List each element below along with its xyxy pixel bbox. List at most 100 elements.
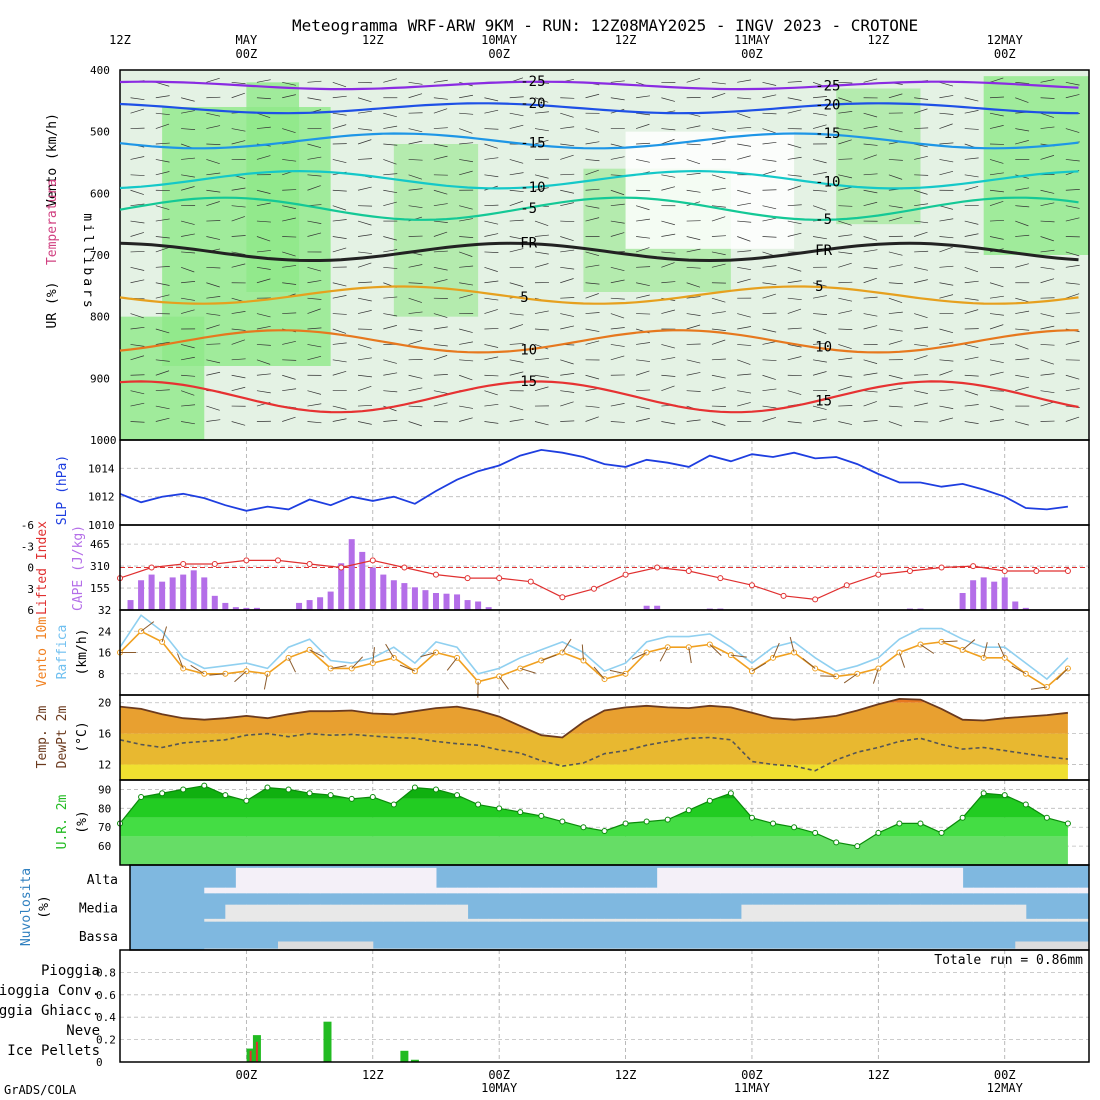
cloud-mid-bar	[794, 904, 806, 922]
wind-barb	[939, 389, 954, 392]
cloud-level-label: Media	[79, 902, 118, 917]
rh-line-point	[559, 818, 566, 825]
wind-barb	[888, 159, 903, 161]
wind-barb	[130, 402, 145, 407]
rh-line-point	[1022, 801, 1029, 808]
rh-line-point	[706, 797, 713, 804]
wind-barb	[686, 143, 701, 146]
wind-barb	[484, 97, 499, 102]
wind-barb	[358, 404, 373, 407]
wind-barb	[155, 282, 170, 286]
rh-line-point	[917, 820, 924, 827]
pressure-tick-label: 1000	[90, 434, 117, 447]
wind-barb	[939, 294, 954, 299]
wind-barb	[206, 172, 221, 176]
lifted-index-line-point	[401, 564, 408, 571]
wind-barb	[534, 251, 549, 255]
wind-barb	[838, 374, 853, 378]
cape-bar	[390, 580, 397, 610]
wind-barb	[737, 97, 752, 100]
cloud-mid-bar	[341, 904, 353, 922]
cloud-high-bar	[720, 867, 732, 894]
wind-direction-arrow	[234, 670, 247, 683]
wind-barb	[155, 159, 170, 163]
wind-barb	[1040, 189, 1055, 194]
wind-barb	[939, 405, 954, 409]
wind-barb	[636, 405, 650, 410]
cloud-mid-bar	[478, 918, 490, 922]
wind-barb	[610, 80, 625, 83]
wind-barb	[1065, 416, 1080, 422]
wind-barb	[661, 220, 675, 226]
wind-barb	[636, 112, 651, 116]
top-time-label: 12Z	[109, 33, 131, 47]
wind-barb	[610, 220, 625, 224]
wind-barb	[282, 340, 296, 345]
cloud-mid-bar	[920, 904, 932, 922]
wind-barb	[433, 355, 448, 361]
lifted-index-line-point	[1001, 568, 1008, 575]
wind-barb	[484, 157, 499, 160]
rh-line-point	[812, 829, 819, 836]
wind-barb	[762, 359, 777, 361]
wind-barb	[560, 278, 574, 284]
wind-barb	[1065, 217, 1080, 222]
wind-barb	[181, 356, 195, 361]
wind-barb	[1040, 278, 1055, 284]
wind-barb	[989, 96, 1004, 99]
wind-barb	[181, 344, 195, 349]
wind-barb	[686, 282, 701, 288]
wind-direction-arrow	[730, 654, 747, 658]
wind-barb	[610, 421, 625, 423]
cloud-high-bar	[414, 867, 426, 894]
wind-barb	[332, 124, 347, 129]
wind-barb	[812, 124, 827, 129]
wind-barb	[256, 189, 271, 194]
cloud-mid-bar	[1046, 918, 1058, 922]
cloud-high-bar	[962, 887, 974, 894]
cloud-high-bar	[362, 867, 374, 894]
wind-barb	[812, 282, 827, 287]
wind-barb	[560, 220, 575, 223]
wind-barb	[1015, 220, 1029, 227]
wind-barb	[585, 340, 600, 345]
cloud-mid-bar	[309, 904, 321, 922]
wind-barb	[711, 297, 726, 303]
wind-barb	[585, 293, 599, 299]
wind-barb	[661, 251, 676, 254]
wind-direction-arrow	[1030, 686, 1047, 690]
wind-barb	[812, 112, 827, 116]
cape-bar	[159, 581, 166, 610]
wind-barb	[661, 174, 676, 178]
wind-barb	[686, 359, 701, 364]
wind-barb	[1040, 373, 1055, 376]
wind-barb	[332, 205, 347, 211]
cloud-mid-bar	[446, 904, 458, 922]
wind-barb	[408, 140, 423, 145]
cloud-high-bar	[741, 867, 753, 894]
wind-barb	[762, 293, 776, 299]
wind-barb	[256, 155, 271, 160]
rh-axis-label: U.R. 2m	[55, 794, 70, 849]
wind-barb	[636, 236, 651, 239]
wind-barb	[1015, 386, 1029, 392]
wind-barb	[256, 250, 271, 253]
wind-barb	[307, 355, 322, 361]
wind-barb	[509, 405, 524, 411]
wind-barb	[989, 295, 1004, 299]
top-time-label: MAY	[236, 33, 258, 47]
isotherm-label: 5	[520, 290, 528, 306]
wind-barb	[585, 169, 599, 176]
cloud-high-bar	[509, 887, 521, 894]
wind-barb	[964, 110, 979, 114]
wind-barb	[838, 97, 852, 103]
precip-legend-item: Pioggia Ghiacc.	[0, 1003, 100, 1019]
wind-barb	[484, 297, 499, 301]
wind-barb	[181, 97, 195, 102]
wind-barb	[459, 170, 473, 176]
wind-barb	[155, 389, 170, 392]
wind-barb	[762, 405, 777, 409]
lifted-index-line-point	[496, 575, 503, 582]
cloud-level-label: Bassa	[79, 930, 118, 945]
wind-barb	[661, 128, 676, 131]
